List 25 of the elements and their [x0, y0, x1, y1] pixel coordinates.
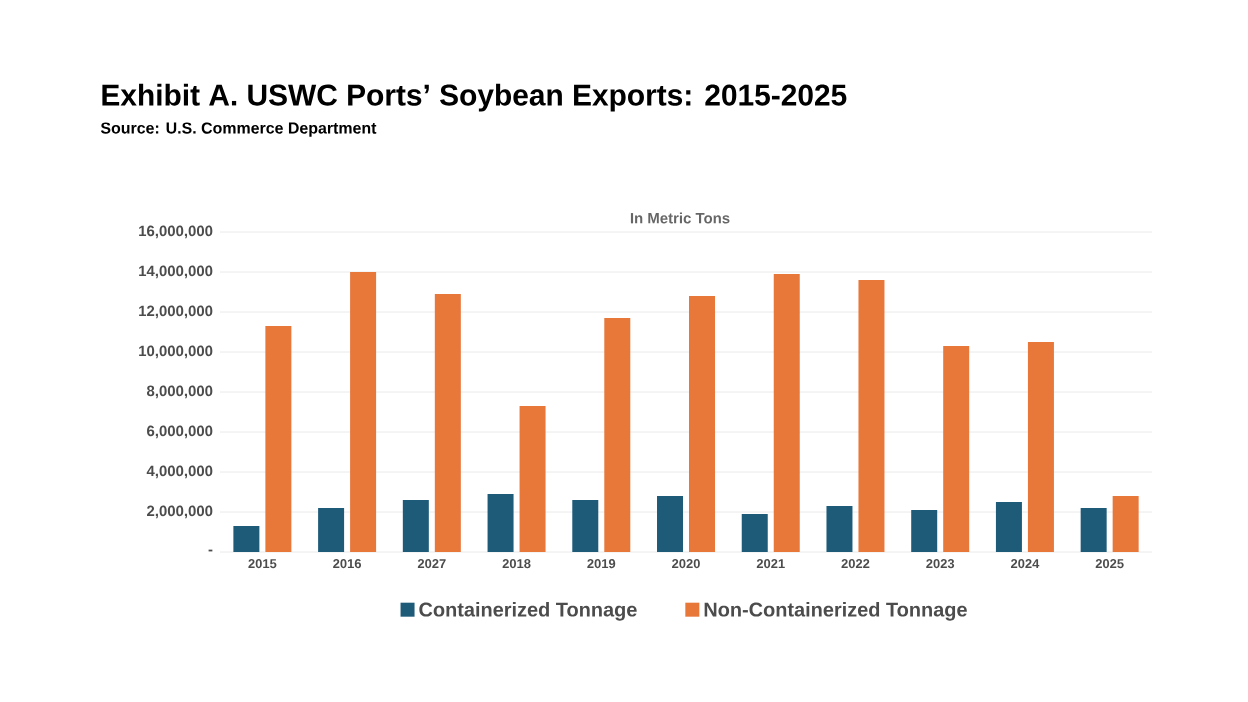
bar — [657, 496, 684, 552]
bar — [943, 346, 970, 552]
bar — [1112, 496, 1139, 552]
bar — [265, 326, 292, 552]
bar — [995, 502, 1022, 552]
chart-title: Exhibit A. USWC Ports’ Soybean Exports: 2015-2025 — [102, 83, 847, 112]
bar — [858, 280, 885, 552]
bar — [1080, 508, 1107, 552]
bar — [1027, 342, 1054, 552]
bar — [402, 500, 429, 552]
legend-label: Non-Containerized Tonnage — [704, 601, 967, 621]
bar — [350, 272, 377, 552]
bar — [487, 494, 514, 552]
legend-label: Containerized Tonnage — [419, 601, 637, 621]
bar — [689, 296, 716, 552]
bar — [233, 526, 260, 552]
bar — [773, 274, 800, 552]
bar — [911, 510, 938, 552]
bar — [318, 508, 345, 552]
bar — [741, 514, 768, 552]
bar — [826, 506, 853, 552]
bar — [519, 406, 546, 552]
bar — [572, 500, 599, 552]
bar — [434, 294, 461, 552]
bar — [604, 318, 631, 552]
